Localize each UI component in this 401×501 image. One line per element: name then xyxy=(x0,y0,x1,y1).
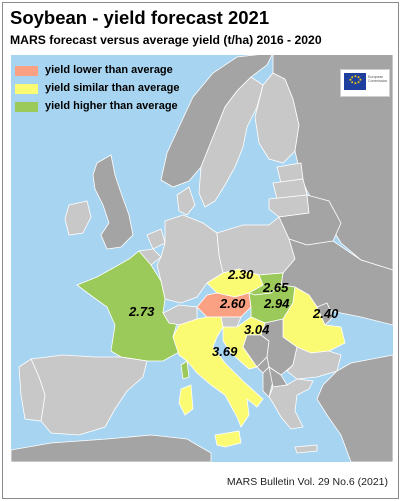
crete xyxy=(294,444,318,454)
svg-text:★: ★ xyxy=(349,77,353,82)
germany xyxy=(156,214,224,304)
european-commission-logo: ★ ★ ★ ★ ★ ★ ★ ★ European Commission xyxy=(340,69,390,97)
legend-item-higher: yield higher than average xyxy=(15,100,190,114)
uk xyxy=(92,154,134,250)
svg-text:★: ★ xyxy=(357,80,361,85)
svg-text:★: ★ xyxy=(350,80,354,85)
page-subtitle: MARS forecast versus average yield (t/ha… xyxy=(10,33,322,47)
portugal xyxy=(18,358,46,422)
svg-text:★: ★ xyxy=(354,74,358,79)
legend-label-higher: yield higher than average xyxy=(45,100,178,112)
eu-logo-text: European Commission xyxy=(368,75,388,83)
ireland xyxy=(64,200,92,236)
legend-swatch-similar xyxy=(15,84,38,94)
italy xyxy=(172,316,264,428)
sweden xyxy=(198,76,264,208)
legend-item-lower: yield lower than average xyxy=(15,64,190,78)
denmark xyxy=(176,186,196,216)
svg-text:★: ★ xyxy=(357,75,361,80)
eu-flag-icon: ★ ★ ★ ★ ★ ★ ★ ★ xyxy=(344,73,366,90)
legend-swatch-higher xyxy=(15,102,38,112)
bulgaria xyxy=(286,346,342,380)
europe-map xyxy=(11,55,393,462)
turkey xyxy=(316,354,393,462)
legend-item-similar: yield similar than average xyxy=(15,82,190,96)
legend: yield lower than average yield similar t… xyxy=(15,64,190,118)
north-africa xyxy=(11,434,212,462)
value-label-france: 2.73 xyxy=(129,304,155,319)
page-title: Soybean - yield forecast 2021 xyxy=(10,7,270,28)
slovenia xyxy=(220,316,242,328)
greece xyxy=(268,378,314,430)
sicily xyxy=(214,430,242,448)
value-label-hungary: 2.94 xyxy=(264,296,290,311)
svg-text:★: ★ xyxy=(350,75,354,80)
legend-label-similar: yield similar than average xyxy=(45,82,180,94)
svg-text:★: ★ xyxy=(354,81,358,86)
value-label-croatia: 3.04 xyxy=(244,322,270,337)
legend-swatch-lower xyxy=(15,66,38,76)
value-label-czechia: 2.30 xyxy=(228,267,254,282)
value-label-austria: 2.60 xyxy=(220,296,246,311)
value-label-italy: 3.69 xyxy=(212,344,238,359)
footer-source: MARS Bulletin Vol. 29 No.6 (2021) xyxy=(226,476,388,488)
svg-text:★: ★ xyxy=(359,77,363,82)
value-label-romania: 2.40 xyxy=(313,306,339,321)
legend-label-lower: yield lower than average xyxy=(45,64,173,76)
corsica xyxy=(180,360,190,380)
value-label-slovakia: 2.65 xyxy=(263,280,289,295)
sardinia xyxy=(178,384,194,416)
